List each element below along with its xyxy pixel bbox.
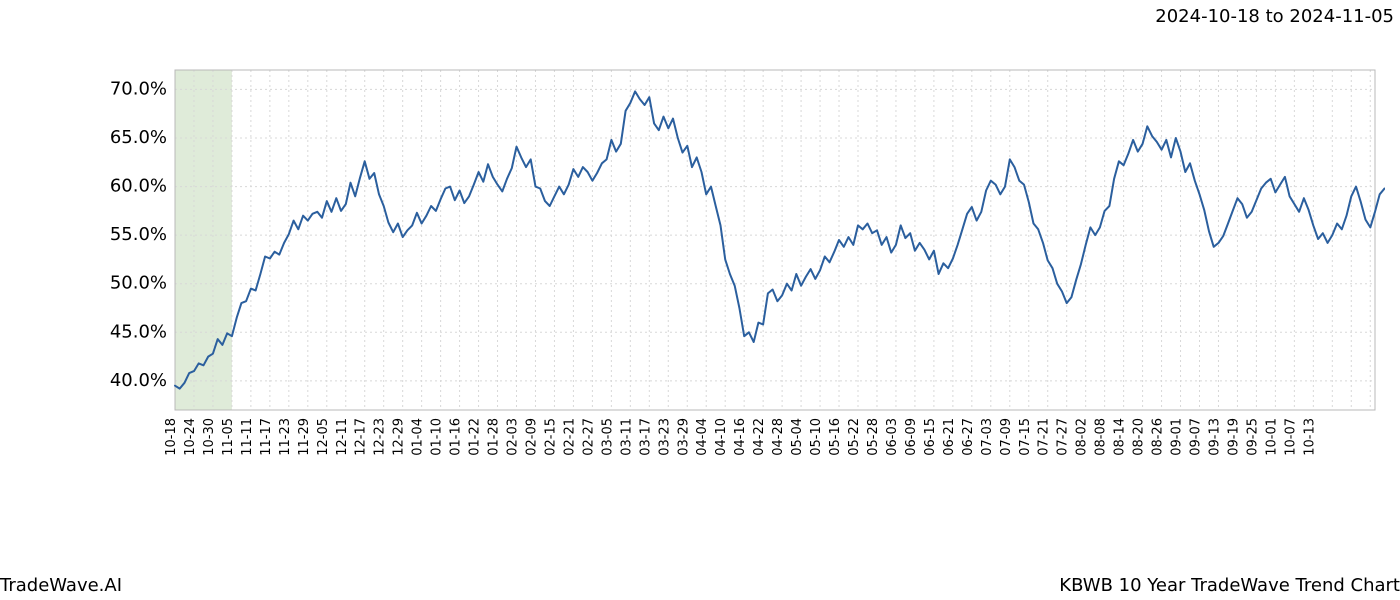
chart-svg: 40.0% 45.0% 50.0% 55.0% 60.0% 65.0% 70.0% 10-18… <box>95 60 1385 490</box>
x-tick-label: 01-16 <box>449 418 464 456</box>
x-tick-label: 01-28 <box>487 418 502 456</box>
x-tick-label: 08-08 <box>1094 418 1109 456</box>
highlight-band <box>175 70 232 410</box>
x-tick-label: 01-10 <box>430 418 445 456</box>
x-tick-label: 09-13 <box>1207 418 1222 456</box>
x-tick-label: 11-11 <box>240 418 255 456</box>
x-tick-label: 12-11 <box>335 418 350 456</box>
x-tick-label: 03-17 <box>638 418 653 456</box>
x-tick-label: 10-07 <box>1283 418 1298 456</box>
x-tick-label: 03-23 <box>657 418 672 456</box>
x-tick-label: 06-15 <box>923 418 938 456</box>
x-tick-label: 06-09 <box>904 418 919 456</box>
x-tick-label: 06-21 <box>942 418 957 456</box>
x-tick-label: 09-25 <box>1245 418 1260 456</box>
x-tick-label: 09-07 <box>1189 418 1204 456</box>
x-tick-label: 01-04 <box>411 418 426 456</box>
x-tick-label: 06-27 <box>961 418 976 456</box>
x-tick-label: 11-23 <box>278 418 293 456</box>
y-tick-label: 65.0% <box>110 127 167 148</box>
x-tick-label: 10-01 <box>1264 418 1279 456</box>
y-tick-label: 70.0% <box>110 78 167 99</box>
chart-area: 40.0% 45.0% 50.0% 55.0% 60.0% 65.0% 70.0% 10-18… <box>95 60 1385 490</box>
x-tick-label: 12-29 <box>392 418 407 456</box>
x-tick-label: 12-23 <box>373 418 388 456</box>
x-tick-label: 10-13 <box>1302 418 1317 456</box>
x-tick-label: 11-29 <box>297 418 312 456</box>
x-tick-label: 05-04 <box>790 418 805 456</box>
x-tick-label: 02-03 <box>506 418 521 456</box>
footer-brand: TradeWave.AI <box>0 575 122 596</box>
x-tick-label: 07-09 <box>999 418 1014 456</box>
y-tick-label: 60.0% <box>110 176 167 197</box>
x-tick-label: 03-11 <box>619 418 634 456</box>
x-tick-label: 03-29 <box>676 418 691 456</box>
x-tick-label: 05-16 <box>828 418 843 456</box>
x-tick-label: 05-28 <box>866 418 881 456</box>
x-tick-label: 04-16 <box>733 418 748 456</box>
x-tick-label: 02-21 <box>562 418 577 456</box>
x-tick-label: 05-22 <box>847 418 862 456</box>
x-tick-label: 07-03 <box>980 418 995 456</box>
x-tick-label: 11-05 <box>221 418 236 456</box>
x-tick-label: 12-17 <box>354 418 369 456</box>
x-tick-label: 10-24 <box>183 418 198 456</box>
x-tick-label: 04-22 <box>752 418 767 456</box>
y-tick-label: 40.0% <box>110 370 167 391</box>
x-tick-label: 05-10 <box>809 418 824 456</box>
x-tick-label: 10-18 <box>164 418 179 456</box>
x-tick-label: 09-01 <box>1170 418 1185 456</box>
x-tick-label: 07-15 <box>1018 418 1033 456</box>
y-tick-label: 50.0% <box>110 273 167 294</box>
plot-border <box>175 70 1375 410</box>
x-tick-label: 04-10 <box>714 418 729 456</box>
x-tick-label: 12-05 <box>316 418 331 456</box>
x-tick-label: 08-26 <box>1151 418 1166 456</box>
x-tick-label: 11-17 <box>259 418 274 456</box>
y-tick-label: 55.0% <box>110 224 167 245</box>
x-tick-label: 01-22 <box>468 418 483 456</box>
x-tick-label: 04-04 <box>695 418 710 456</box>
x-tick-label: 02-27 <box>581 418 596 456</box>
x-tick-label: 10-30 <box>202 418 217 456</box>
x-tick-label: 03-05 <box>600 418 615 456</box>
x-tick-label: 08-14 <box>1113 418 1128 456</box>
series-line <box>175 91 1385 388</box>
chart-title: KBWB 10 Year TradeWave Trend Chart <box>1059 575 1400 596</box>
x-tick-label: 09-19 <box>1226 418 1241 456</box>
x-tick-label: 02-09 <box>524 418 539 456</box>
y-tick-label: 45.0% <box>110 321 167 342</box>
x-tick-label: 08-02 <box>1075 418 1090 456</box>
x-tick-label: 07-21 <box>1037 418 1052 456</box>
x-tick-label: 02-15 <box>543 418 558 456</box>
x-tick-label: 06-03 <box>885 418 900 456</box>
x-tick-label: 07-27 <box>1056 418 1071 456</box>
date-range-label: 2024-10-18 to 2024-11-05 <box>1155 6 1394 27</box>
x-tick-label: 08-20 <box>1132 418 1147 456</box>
x-tick-label: 04-28 <box>771 418 786 456</box>
